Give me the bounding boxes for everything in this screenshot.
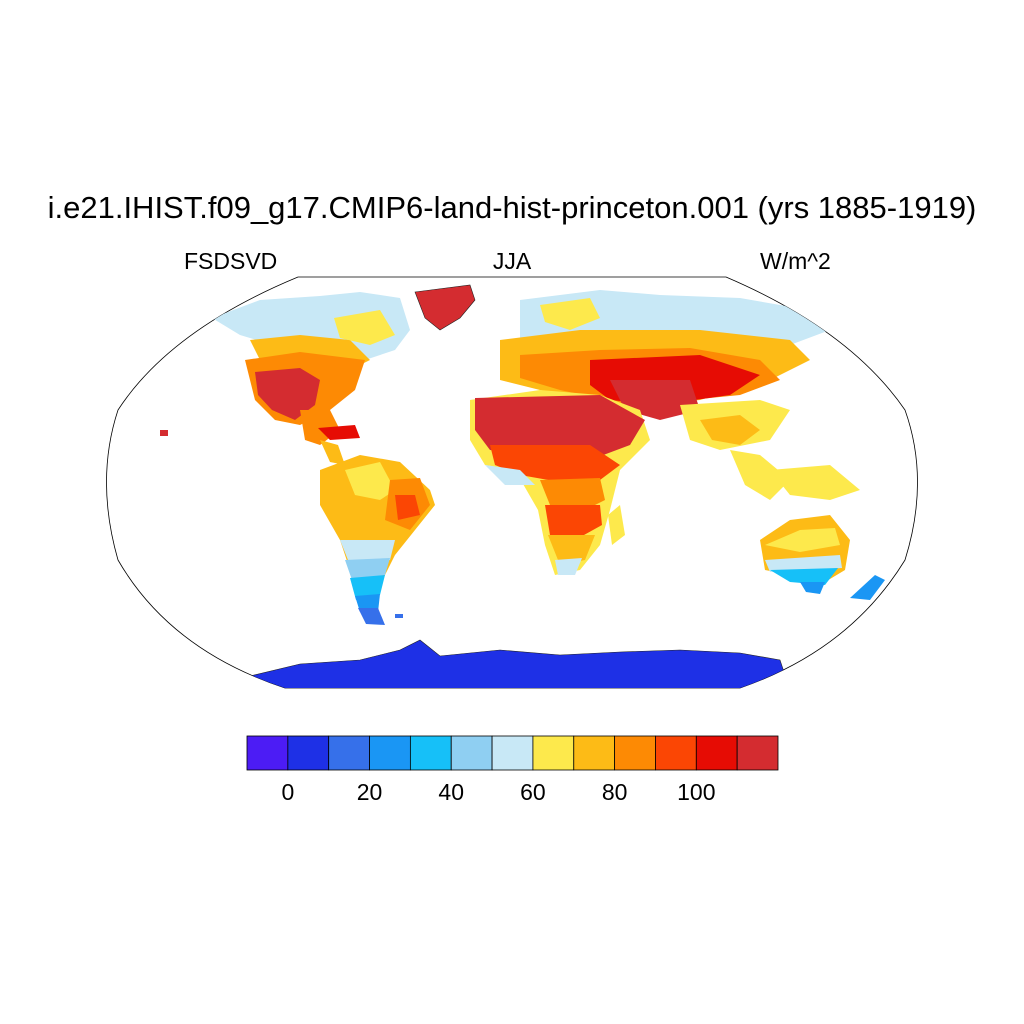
colorbar-box — [246, 735, 289, 771]
colorbar-tick-label: 80 — [601, 779, 628, 805]
colorbar-tick-label: 20 — [356, 779, 383, 805]
hawaii-region — [160, 430, 168, 436]
colorbar-box — [369, 735, 411, 771]
greenland-region — [414, 284, 476, 331]
colorbar-box — [695, 735, 738, 771]
colorbar-tick-label: 0 — [281, 779, 295, 805]
colorbar-tick-label: 100 — [677, 779, 716, 805]
colorbar-box — [736, 735, 779, 771]
colorbar-tick-label: 60 — [520, 779, 546, 805]
north-america-region — [212, 292, 410, 465]
colorbar-box — [450, 735, 493, 771]
colorbar-box — [614, 735, 656, 771]
new-zealand-region — [850, 575, 885, 600]
eurasia-region — [500, 290, 860, 500]
africa-region — [470, 390, 650, 575]
falklands-region — [395, 614, 403, 618]
plot-title: i.e21.IHIST.f09_g17.CMIP6-land-hist-prin… — [47, 190, 977, 225]
australia-region — [760, 515, 850, 594]
south-america-region — [320, 455, 435, 625]
colorbar-box — [328, 735, 370, 771]
units-label: W/m^2 — [760, 248, 831, 274]
colorbar-box — [655, 735, 697, 771]
colorbar-box — [491, 735, 534, 771]
colorbar-box — [573, 735, 616, 771]
colorbar-box — [287, 735, 330, 771]
colorbar-tick-label: 40 — [438, 779, 465, 805]
colorbar-box — [409, 735, 452, 771]
colorbar-box — [532, 735, 575, 771]
variable-label: FSDSVD — [184, 248, 278, 274]
season-label: JJA — [492, 248, 532, 274]
